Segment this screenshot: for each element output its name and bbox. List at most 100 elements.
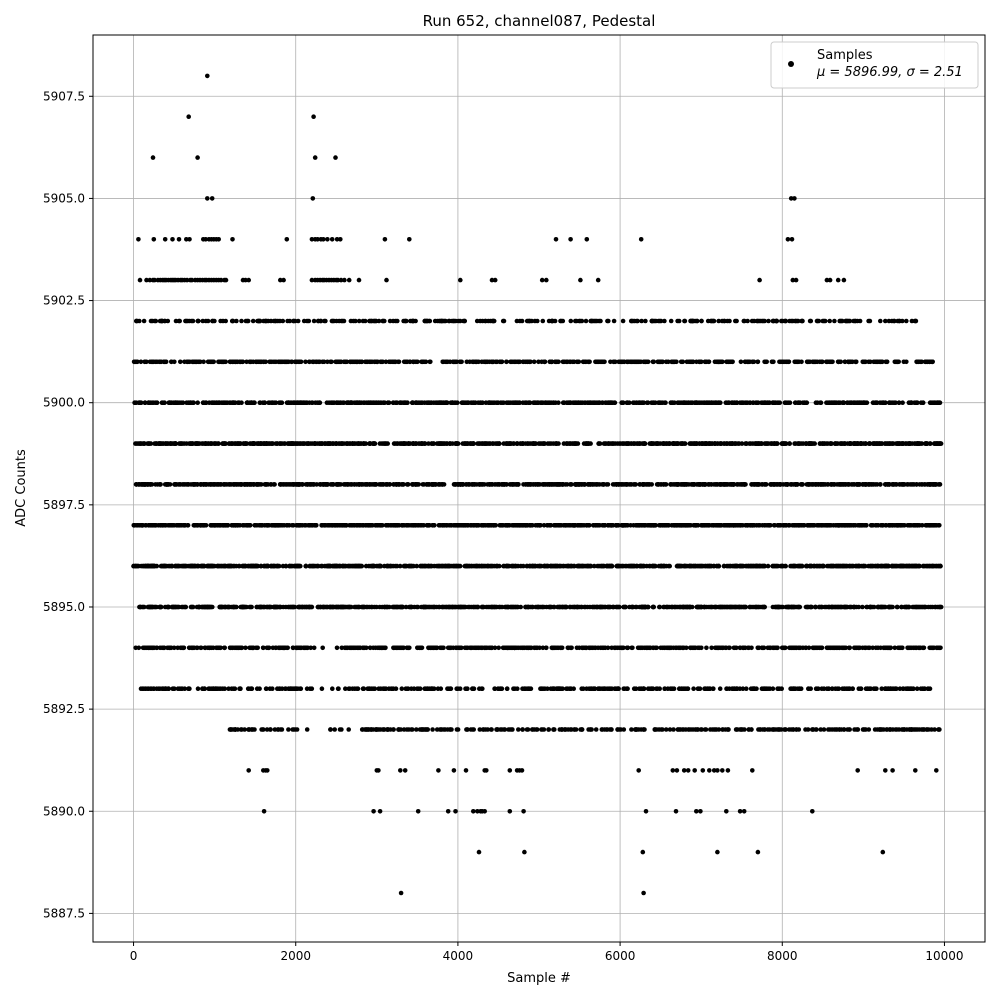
sample-point <box>856 482 862 487</box>
sample-point <box>264 686 269 691</box>
sample-point <box>227 563 232 569</box>
sample-point <box>526 645 531 651</box>
sample-point <box>415 645 420 651</box>
sample-point <box>670 604 675 610</box>
sample-point <box>777 604 783 610</box>
sample-point <box>726 645 732 651</box>
sample-point <box>169 563 175 569</box>
sample-point <box>711 768 717 773</box>
sample-point <box>319 523 325 528</box>
sample-point <box>552 645 557 651</box>
sample-point <box>886 686 891 691</box>
sample-point <box>913 563 919 569</box>
sample-point <box>894 686 899 691</box>
sample-point <box>214 645 220 651</box>
sample-point <box>496 645 502 651</box>
sample-point <box>821 727 827 732</box>
sample-point <box>228 727 234 732</box>
sample-point <box>860 604 865 610</box>
sample-point <box>499 604 505 610</box>
sample-point <box>293 727 298 732</box>
sample-point <box>336 686 341 691</box>
sample-point <box>565 645 571 651</box>
sample-point <box>609 563 614 569</box>
sample-point <box>330 604 335 610</box>
sample-point <box>157 482 162 487</box>
sample-point <box>760 482 765 487</box>
sample-point <box>709 645 714 651</box>
sample-point <box>388 686 394 691</box>
sample-point <box>636 768 641 773</box>
sample-point <box>232 686 238 691</box>
sample-point <box>304 727 310 732</box>
sample-point <box>469 645 475 651</box>
sample-point <box>580 645 585 651</box>
sample-point <box>557 686 563 691</box>
sample-point <box>685 768 691 773</box>
sample-point <box>833 604 839 610</box>
sample-point <box>858 686 864 691</box>
sample-point <box>149 686 154 691</box>
sample-point <box>741 809 747 814</box>
sample-point <box>659 482 664 487</box>
sample-point <box>614 523 620 528</box>
sample-point <box>694 809 699 814</box>
sample-point <box>140 686 146 691</box>
sample-point <box>227 645 233 651</box>
sample-point <box>199 604 205 610</box>
sample-point <box>520 645 525 651</box>
sample-point <box>165 523 171 528</box>
sample-point <box>232 727 238 732</box>
sample-point <box>829 727 835 732</box>
sample-point <box>635 523 640 528</box>
sample-point <box>867 645 872 651</box>
sample-point <box>827 645 833 651</box>
sample-point <box>346 563 351 569</box>
sample-point <box>629 727 634 732</box>
sample-point <box>277 482 283 487</box>
sample-point <box>901 686 906 691</box>
sample-point <box>671 727 676 732</box>
sample-point <box>138 604 143 610</box>
sample-point <box>914 686 920 691</box>
sample-point <box>640 482 646 487</box>
sample-point <box>249 686 255 691</box>
sample-point <box>907 563 912 569</box>
sample-point <box>717 686 723 691</box>
sample-point <box>565 563 571 569</box>
sample-point <box>563 482 568 487</box>
sample-point <box>747 604 753 610</box>
sample-point <box>391 727 396 732</box>
sample-point <box>145 686 151 691</box>
sample-point <box>627 563 632 569</box>
sample-point <box>741 482 747 487</box>
sample-point <box>432 523 437 528</box>
sample-point <box>399 686 405 691</box>
sample-point <box>667 727 673 732</box>
sample-point <box>587 604 593 610</box>
sample-point <box>826 727 831 732</box>
sample-point <box>806 686 811 691</box>
sample-point <box>391 604 397 610</box>
sample-point <box>546 727 552 732</box>
sample-point <box>371 809 376 814</box>
sample-point <box>507 727 513 732</box>
sample-point <box>712 604 717 610</box>
sample-point <box>686 563 692 569</box>
sample-point <box>743 523 749 528</box>
sample-point <box>646 523 652 528</box>
sample-point <box>748 563 754 569</box>
sample-point <box>837 482 843 487</box>
sample-point <box>133 563 139 569</box>
sample-point <box>222 563 228 569</box>
sample-point <box>658 523 663 528</box>
sample-point <box>318 482 324 487</box>
sample-point <box>398 727 404 732</box>
sample-point <box>292 686 298 691</box>
sample-point <box>267 686 273 691</box>
sample-point <box>369 563 375 569</box>
sample-point <box>393 563 398 569</box>
sample-point <box>476 849 482 855</box>
sample-point <box>513 563 518 569</box>
sample-point <box>759 686 765 691</box>
